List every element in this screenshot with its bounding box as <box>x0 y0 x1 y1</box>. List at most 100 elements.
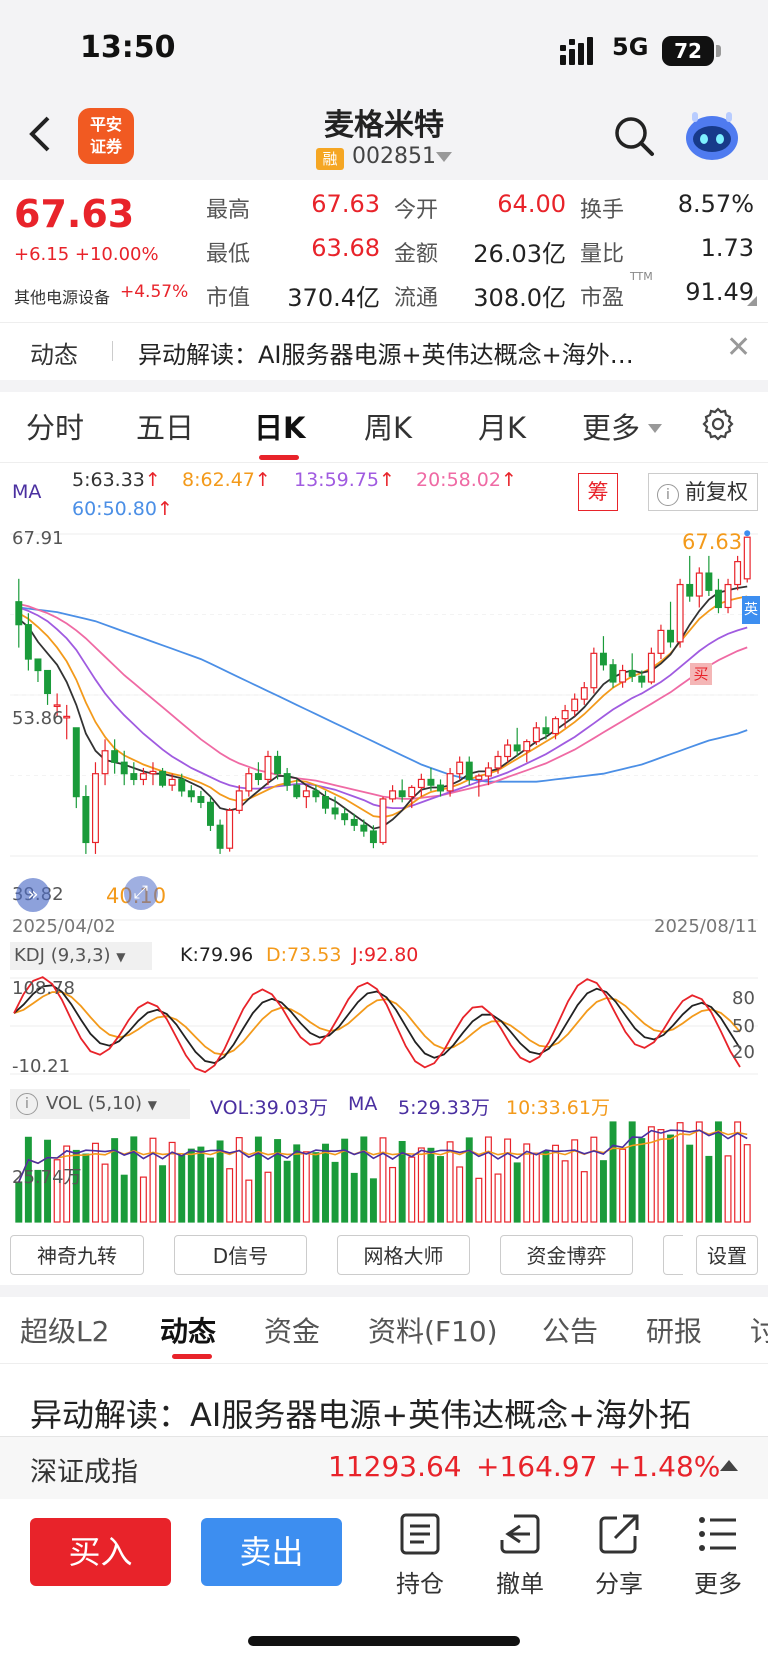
candle <box>714 578 722 614</box>
chip-distribution-button[interactable]: 筹 <box>578 473 618 511</box>
candle <box>705 555 713 597</box>
stock-code[interactable]: 002851 <box>352 144 436 169</box>
expand-corner-icon[interactable] <box>747 296 757 306</box>
close-icon[interactable]: ✕ <box>726 330 752 365</box>
fund-game-button[interactable]: 资金博弈 <box>500 1235 633 1275</box>
caret-down-icon[interactable] <box>648 424 662 433</box>
candle <box>293 779 301 799</box>
d-signal-button[interactable]: D信号 <box>174 1235 307 1275</box>
volume-bar <box>111 1138 119 1223</box>
candle-body <box>628 669 636 677</box>
buy-marker[interactable]: 买 <box>690 663 712 685</box>
tab-research[interactable]: 研报 <box>646 1315 703 1348</box>
volume-chart[interactable] <box>0 1118 768 1226</box>
volume-bar <box>197 1146 205 1223</box>
tab-announcements[interactable]: 公告 <box>542 1315 599 1348</box>
candle <box>341 808 349 826</box>
candle <box>695 567 703 608</box>
back-button[interactable] <box>24 112 64 162</box>
kdj-chart[interactable] <box>0 970 768 1082</box>
tab-five-day[interactable]: 五日 <box>136 411 195 445</box>
buy-button[interactable]: 买入 <box>30 1518 171 1586</box>
sector-name[interactable]: 其他电源设备 <box>14 288 111 307</box>
adjust-mode-label: 前复权 <box>685 480 748 504</box>
magic-nine-button[interactable]: 神奇九转 <box>10 1235 144 1275</box>
search-icon[interactable] <box>612 114 656 158</box>
candle <box>322 790 329 814</box>
kdj-j-line <box>13 976 741 1074</box>
candle <box>302 785 310 809</box>
index-ticker-bar[interactable] <box>0 1436 768 1499</box>
news-strip[interactable] <box>0 322 768 379</box>
zoom-icon[interactable]: ⤢ <box>124 876 158 910</box>
candle-body <box>647 652 655 683</box>
volume-indicator-select[interactable]: VOL (5,10) ▼ <box>10 1089 190 1119</box>
grid-master-button[interactable]: 网格大师 <box>337 1235 470 1275</box>
volume-bar <box>647 1126 655 1223</box>
volume-bar <box>283 1160 291 1223</box>
candle <box>561 704 569 728</box>
signal-icon <box>560 37 593 65</box>
candle <box>350 813 358 832</box>
news-headline[interactable]: 异动解读：AI服务器电源+英伟达概念+海外拓 <box>30 1396 691 1434</box>
partial-tool-button[interactable] <box>663 1235 683 1275</box>
up-arrow-icon: ↑ <box>254 469 271 491</box>
candle <box>24 613 32 671</box>
cancel-order-icon[interactable] <box>498 1512 542 1556</box>
candle <box>628 653 636 682</box>
news-text[interactable]: 异动解读：AI服务器电源+英伟达概念+海外… <box>138 341 634 369</box>
tab-f10[interactable]: 资料(F10) <box>368 1315 498 1348</box>
scroll-left-icon[interactable]: » <box>16 878 50 912</box>
candle <box>235 785 243 814</box>
caret-down-icon[interactable] <box>436 152 452 162</box>
broker-logo[interactable]: 平安 证券 <box>78 108 134 164</box>
tab-daily-k[interactable]: 日K <box>254 411 306 445</box>
tab-more[interactable]: 更多 <box>582 411 641 445</box>
share-label[interactable]: 分享 <box>595 1570 643 1598</box>
caret-up-icon[interactable] <box>720 1460 738 1471</box>
volume-bar <box>619 1148 627 1223</box>
volume-ma-lines <box>18 1129 748 1183</box>
volume-bar <box>274 1139 282 1223</box>
more-label[interactable]: 更多 <box>694 1570 742 1598</box>
volume-bar <box>245 1179 253 1223</box>
home-indicator <box>248 1636 520 1646</box>
info-icon[interactable]: i <box>16 1093 38 1115</box>
sell-button[interactable]: 卖出 <box>201 1518 342 1586</box>
volume-bar <box>82 1153 90 1223</box>
holdings-label[interactable]: 持仓 <box>396 1570 444 1598</box>
quote-value-pe: 91.49 <box>685 278 754 306</box>
tab-monthly-k[interactable]: 月K <box>478 411 527 445</box>
volume-bar <box>504 1138 512 1223</box>
tab-funds[interactable]: 资金 <box>264 1315 321 1348</box>
gear-icon[interactable] <box>700 406 736 442</box>
adjust-mode-button[interactable]: i 前复权 <box>648 473 758 511</box>
tool-settings-button[interactable]: 设置 <box>696 1235 758 1275</box>
candle-body <box>312 790 320 798</box>
candle-body <box>743 536 751 580</box>
candle-body <box>15 601 23 626</box>
concept-tag-marker[interactable]: 英 <box>742 596 760 624</box>
ai-assistant-icon[interactable] <box>684 110 740 162</box>
tab-discuss[interactable]: 讨 <box>750 1315 768 1348</box>
volume-bar <box>484 1136 492 1223</box>
candle-body <box>609 664 617 683</box>
tab-weekly-k[interactable]: 周K <box>364 411 413 445</box>
tab-super-l2[interactable]: 超级L2 <box>20 1315 110 1348</box>
more-menu-icon[interactable] <box>696 1512 740 1556</box>
ma-lines <box>18 585 748 830</box>
volume-bar <box>676 1122 684 1223</box>
holdings-icon[interactable] <box>398 1512 442 1556</box>
tab-intraday[interactable]: 分时 <box>26 411 85 445</box>
candle-body <box>44 669 52 695</box>
tab-dynamics[interactable]: 动态 <box>160 1315 217 1348</box>
candle-body <box>53 704 61 708</box>
candle-body <box>398 790 406 798</box>
candlestick-chart[interactable] <box>0 520 768 940</box>
kdj-indicator-select[interactable]: KDJ (9,3,3) ▼ <box>10 942 152 970</box>
volume-bar <box>494 1173 502 1223</box>
share-icon[interactable] <box>597 1512 641 1556</box>
cancel-order-label[interactable]: 撤单 <box>496 1570 544 1598</box>
sector-change[interactable]: +4.57% <box>120 282 189 302</box>
volume-bar <box>360 1136 368 1223</box>
